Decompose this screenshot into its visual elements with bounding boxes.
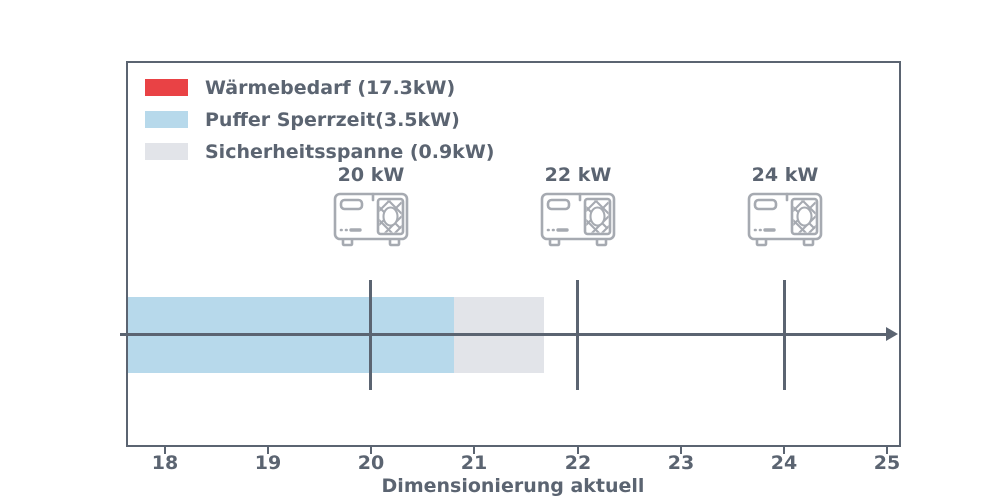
pump-20kw-label: 20 kW [337,164,405,186]
x-tick-21 [473,447,475,454]
x-tick-19 [267,447,269,454]
x-tick-24 [783,447,785,454]
x-axis-label: Dimensionierung aktuell [381,475,645,497]
x-tick-20 [370,447,372,454]
legend-swatch-puffer-sperrzeit [145,111,188,128]
legend-label-puffer-sperrzeit: Puffer Sperrzeit(3.5kW) [205,108,460,131]
axis-arrow-head-icon [886,327,898,341]
pump-24kw: 24 kW [746,164,824,248]
x-ticklabel-22: 22 [564,452,592,474]
legend-item-sicherheitsspanne: Sicherheitsspanne (0.9kW) [145,140,495,163]
legend-item-puffer-sperrzeit: Puffer Sperrzeit(3.5kW) [145,108,494,131]
x-ticklabel-24: 24 [770,452,798,474]
heat-pump-icon [332,190,410,248]
x-tick-22 [577,447,579,454]
x-tick-23 [680,447,682,454]
legend-item-waermebedarf: Wärmebedarf (17.3kW) [145,76,494,99]
heat-pump-icon [746,190,824,248]
x-ticklabel-23: 23 [667,452,695,474]
x-tick-18 [164,447,166,454]
legend: Wärmebedarf (17.3kW) Puffer Sperrzeit(3.… [145,77,494,173]
x-ticklabel-19: 19 [254,452,282,474]
x-ticklabel-18: 18 [151,452,179,474]
pump-22kw: 22 kW [539,164,617,248]
legend-label-sicherheitsspanne: Sicherheitsspanne (0.9kW) [205,140,495,163]
x-tick-25 [886,447,888,454]
legend-swatch-sicherheitsspanne [145,143,188,160]
plot-frame [126,61,901,447]
axis-arrow-line [120,333,888,336]
x-ticklabel-20: 20 [357,452,385,474]
legend-swatch-waermebedarf [145,79,188,96]
pump-24kw-label: 24 kW [751,164,819,186]
pump-22kw-label: 22 kW [544,164,612,186]
x-ticklabel-25: 25 [873,452,901,474]
heat-pump-icon [539,190,617,248]
pump-20kw: 20 kW [332,164,410,248]
legend-label-waermebedarf: Wärmebedarf (17.3kW) [205,76,456,99]
x-ticklabel-21: 21 [460,452,488,474]
